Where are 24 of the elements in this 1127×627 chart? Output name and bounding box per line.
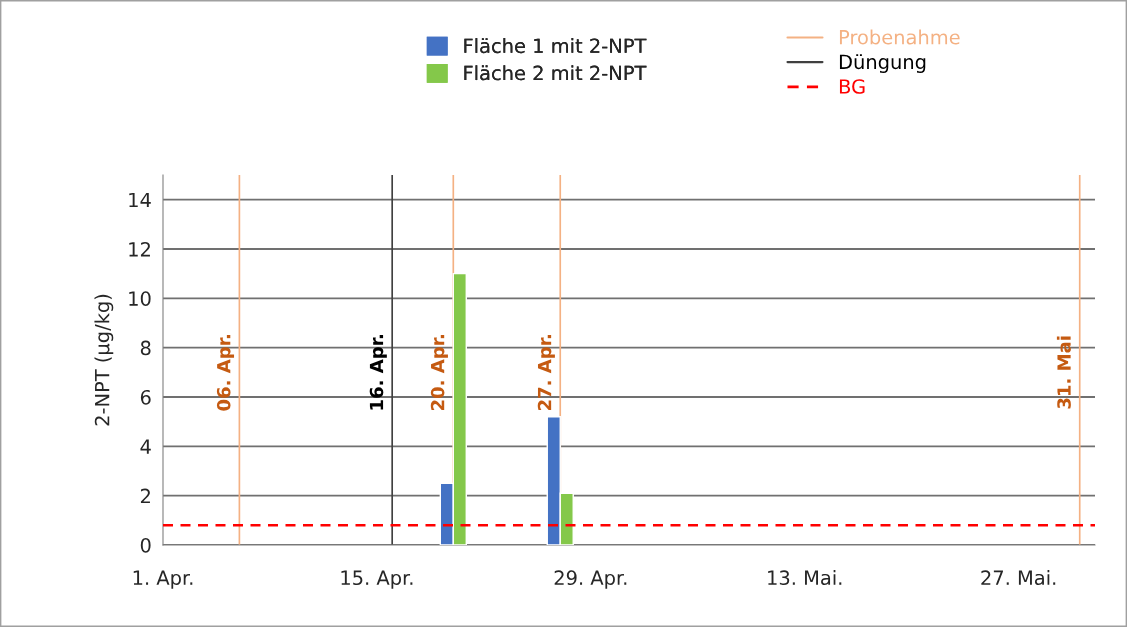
y-tick-label: 8 — [140, 340, 151, 356]
legend-label: Fläche 2 mit 2-NPT — [464, 65, 647, 81]
y-tick-label: 2 — [140, 488, 150, 504]
legend-label: BG — [839, 79, 865, 94]
y-tick-label: 4 — [140, 439, 151, 454]
y-tick-label: 0 — [140, 537, 151, 553]
annotation: 27. Apr. — [537, 334, 555, 411]
annotation: 16. Apr. — [369, 334, 387, 410]
y-axis-title: 2-NPT (µg/kg) — [94, 294, 114, 426]
legend-label: Fläche 1 mit 2-NPT — [464, 38, 647, 54]
annotation: 06. Apr. — [216, 334, 235, 411]
x-tick-label: 29. Apr. — [554, 570, 627, 589]
x-tick-label: 27. Mai. — [981, 570, 1056, 586]
y-tick-label: 14 — [129, 192, 151, 208]
x-tick-label: 1. Apr. — [133, 570, 193, 589]
annotation: 20. Apr. — [430, 334, 448, 411]
y-tick-label: 12 — [129, 241, 150, 257]
legend-label: Probenahme — [839, 29, 960, 45]
annotation: 31. Mai — [1056, 336, 1071, 409]
x-tick-label: 15. Apr. — [341, 570, 413, 589]
y-tick-label: 10 — [129, 291, 151, 306]
legend-label: Düngung — [839, 54, 926, 73]
y-tick-label: 6 — [140, 389, 151, 405]
x-tick-label: 13. Mai. — [768, 570, 842, 586]
